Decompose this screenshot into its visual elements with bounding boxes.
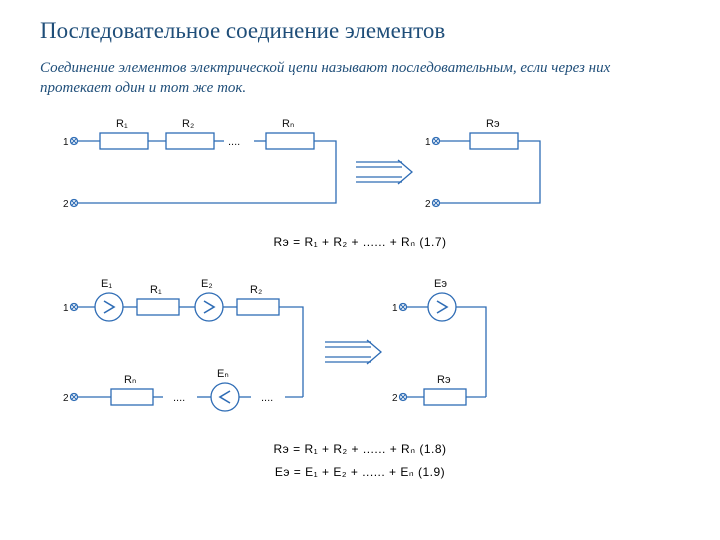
svg-text:R₁: R₁ (116, 118, 128, 130)
svg-text:E₁: E₁ (101, 278, 112, 290)
svg-text:2: 2 (63, 199, 69, 210)
svg-text:1: 1 (63, 137, 69, 148)
svg-text:Rₙ: Rₙ (124, 374, 136, 386)
page-description: Соединение элементов электрической цепи … (40, 58, 680, 99)
svg-text:....: .... (228, 136, 240, 148)
equation-3: Eэ = E₁ + E₂ + ...... + Eₙ (1.9) (40, 465, 680, 479)
svg-text:Eₙ: Eₙ (217, 368, 229, 380)
svg-text:Eэ: Eэ (434, 278, 447, 290)
svg-text:R₂: R₂ (250, 284, 262, 296)
svg-text:2: 2 (63, 393, 69, 404)
equation-1: Rэ = R₁ + R₂ + ...... + Rₙ (1.7) (40, 235, 680, 249)
svg-text:R₁: R₁ (150, 284, 162, 296)
diagram-area: 1 2 R₁ R₂.... Rₙ 1 2 Rэ 1 2 E₁ R₁ E₂ R₂.... Eₙ.... Rₙ 1 2… (40, 117, 680, 507)
svg-text:1: 1 (63, 303, 69, 314)
svg-text:....: .... (173, 392, 185, 404)
equation-2: Rэ = R₁ + R₂ + ...... + Rₙ (1.8) (40, 442, 680, 456)
svg-text:E₂: E₂ (201, 278, 213, 290)
svg-text:Rэ: Rэ (486, 118, 500, 130)
svg-text:1: 1 (392, 303, 398, 314)
svg-text:Rₙ: Rₙ (282, 118, 294, 130)
svg-text:....: .... (261, 392, 273, 404)
page-title: Последовательное соединение элементов (40, 18, 680, 44)
svg-text:1: 1 (425, 137, 431, 148)
svg-text:2: 2 (392, 393, 398, 404)
svg-text:2: 2 (425, 199, 431, 210)
svg-text:Rэ: Rэ (437, 374, 451, 386)
svg-text:R₂: R₂ (182, 118, 194, 130)
